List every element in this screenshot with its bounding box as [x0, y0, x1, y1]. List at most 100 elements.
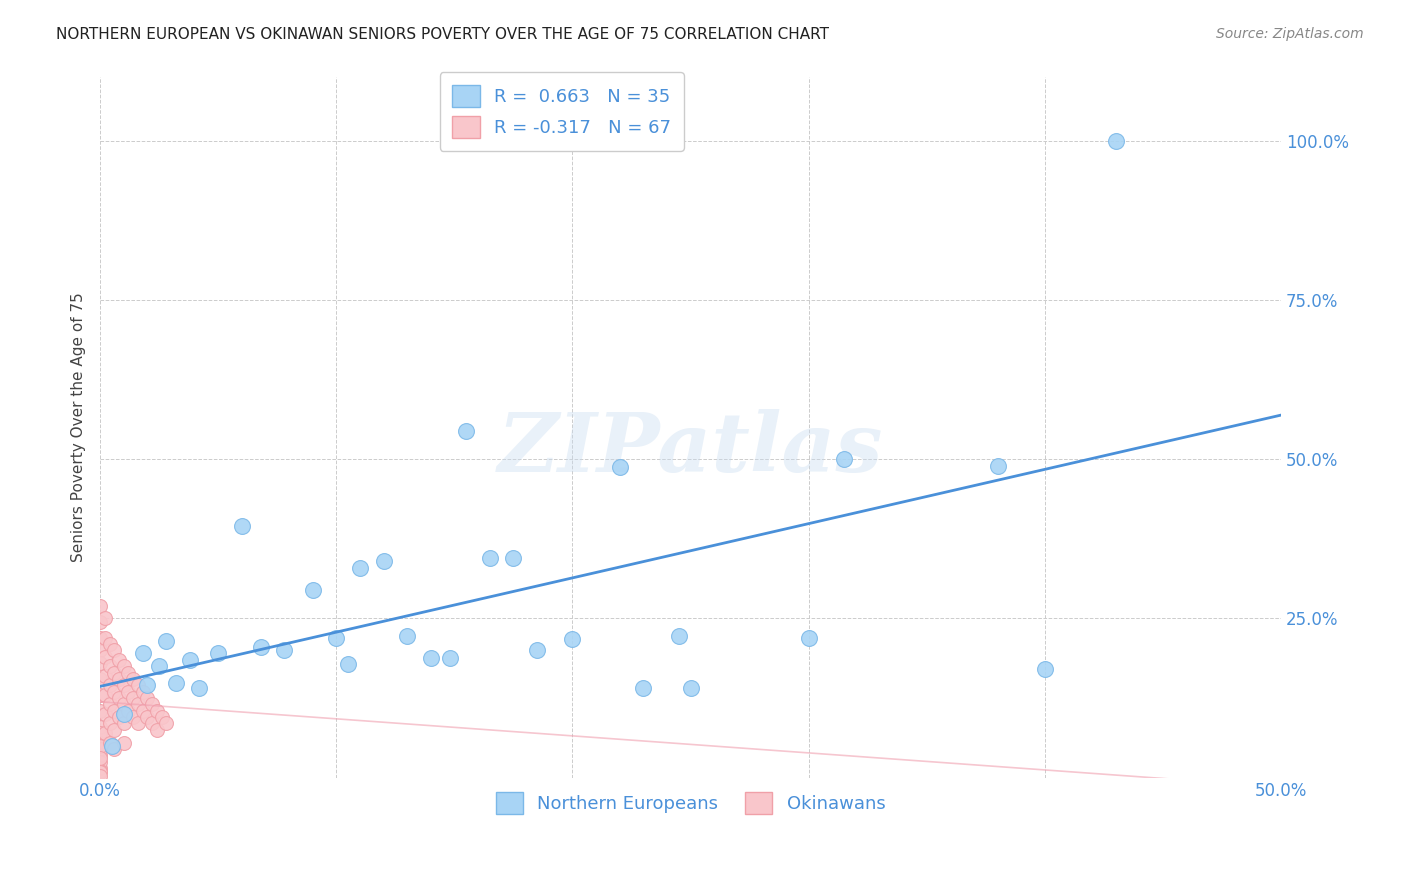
Point	[337, 657, 360, 672]
Point	[526, 643, 548, 657]
Point	[112, 678, 135, 692]
Point	[98, 637, 121, 651]
Point	[188, 681, 211, 696]
Point	[98, 735, 121, 749]
Legend: Northern Europeans, Okinawans: Northern Europeans, Okinawans	[485, 780, 896, 824]
Point	[94, 611, 117, 625]
Point	[141, 698, 163, 712]
Point	[108, 672, 131, 686]
Point	[231, 519, 253, 533]
Point	[633, 681, 655, 696]
Point	[146, 704, 169, 718]
Text: Source: ZipAtlas.com: Source: ZipAtlas.com	[1216, 27, 1364, 41]
Point	[89, 748, 111, 763]
Point	[373, 554, 395, 568]
Point	[609, 459, 631, 474]
Point	[502, 551, 524, 566]
Point	[89, 672, 111, 686]
Point	[668, 629, 690, 643]
Point	[797, 631, 820, 645]
Point	[103, 684, 125, 698]
Point	[94, 649, 117, 664]
Point	[89, 764, 111, 779]
Point	[249, 640, 271, 654]
Point	[89, 769, 111, 783]
Point	[89, 720, 111, 734]
Point	[832, 452, 855, 467]
Point	[89, 735, 111, 749]
Point	[155, 716, 177, 731]
Y-axis label: Seniors Poverty Over the Age of 75: Seniors Poverty Over the Age of 75	[72, 293, 86, 562]
Point	[127, 698, 149, 712]
Point	[89, 751, 111, 765]
Point	[987, 458, 1010, 473]
Text: ZIPatlas: ZIPatlas	[498, 409, 883, 489]
Point	[148, 659, 170, 673]
Point	[122, 691, 145, 706]
Point	[136, 691, 159, 706]
Point	[419, 651, 441, 665]
Point	[112, 716, 135, 731]
Point	[94, 631, 117, 645]
Point	[112, 659, 135, 673]
Point	[136, 710, 159, 724]
Point	[89, 755, 111, 769]
Point	[146, 723, 169, 737]
Point	[98, 659, 121, 673]
Point	[98, 716, 121, 731]
Point	[456, 424, 478, 438]
Point	[94, 669, 117, 683]
Point	[94, 726, 117, 740]
Point	[103, 665, 125, 680]
Point	[396, 629, 419, 643]
Point	[131, 704, 153, 718]
Point	[117, 665, 139, 680]
Point	[98, 678, 121, 692]
Point	[679, 681, 702, 696]
Point	[273, 643, 295, 657]
Point	[89, 704, 111, 718]
Point	[478, 551, 501, 566]
Point	[122, 710, 145, 724]
Point	[101, 739, 124, 753]
Point	[155, 633, 177, 648]
Point	[98, 698, 121, 712]
Point	[103, 704, 125, 718]
Point	[127, 716, 149, 731]
Point	[89, 615, 111, 629]
Point	[108, 691, 131, 706]
Point	[112, 706, 135, 721]
Point	[89, 761, 111, 775]
Point	[561, 632, 583, 646]
Point	[131, 647, 153, 661]
Point	[89, 726, 111, 740]
Point	[117, 684, 139, 698]
Point	[165, 676, 187, 690]
Point	[112, 735, 135, 749]
Point	[103, 643, 125, 657]
Point	[103, 742, 125, 756]
Point	[179, 653, 201, 667]
Point	[127, 678, 149, 692]
Point	[89, 688, 111, 702]
Point	[89, 739, 111, 753]
Point	[108, 710, 131, 724]
Point	[94, 706, 117, 721]
Point	[131, 684, 153, 698]
Point	[112, 698, 135, 712]
Point	[122, 672, 145, 686]
Point	[1033, 662, 1056, 676]
Point	[89, 656, 111, 670]
Point	[94, 688, 117, 702]
Point	[89, 765, 111, 780]
Point	[89, 643, 111, 657]
Point	[207, 647, 229, 661]
Point	[89, 742, 111, 756]
Point	[103, 723, 125, 737]
Point	[439, 651, 461, 665]
Point	[89, 599, 111, 613]
Point	[349, 560, 371, 574]
Point	[141, 716, 163, 731]
Point	[117, 704, 139, 718]
Point	[89, 631, 111, 645]
